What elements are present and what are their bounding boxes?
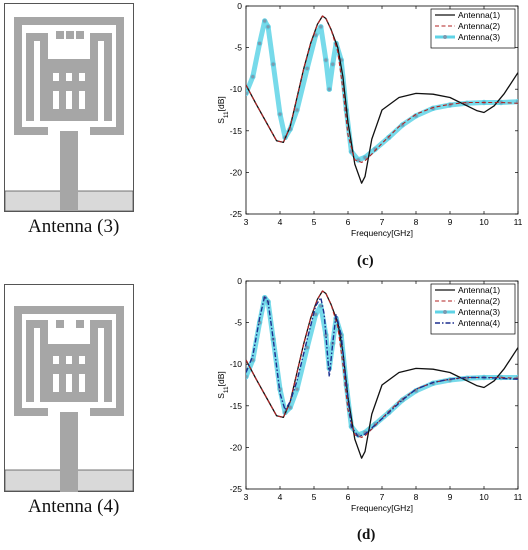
y-tick-label: -20 xyxy=(230,442,243,452)
x-tick-label: 5 xyxy=(312,492,317,502)
x-tick-label: 3 xyxy=(244,492,249,502)
series-3-marker xyxy=(294,386,300,392)
x-tick-label: 7 xyxy=(380,217,385,227)
legend-box xyxy=(430,283,516,335)
y-tick-label: -5 xyxy=(234,318,242,328)
series-line-3 xyxy=(246,295,518,438)
x-tick-label: 8 xyxy=(414,492,419,502)
series-3-marker xyxy=(304,65,310,72)
legend-label-1: Antenna(1) xyxy=(458,10,500,20)
series-group xyxy=(246,15,518,184)
panel-label-d: (d) xyxy=(357,527,376,543)
series-3-marker xyxy=(447,102,453,108)
series-line-2 xyxy=(246,290,518,438)
x-tick-label: 8 xyxy=(414,217,419,227)
series-3-marker xyxy=(246,90,249,97)
series-3-marker xyxy=(323,57,329,63)
y-tick-label: -5 xyxy=(234,43,242,53)
legend-label-1: Antenna(1) xyxy=(458,285,500,295)
y-tick-label: -10 xyxy=(230,84,243,94)
x-tick-label: 11 xyxy=(514,492,523,502)
antenna-4-caption: Antenna (4) xyxy=(28,496,120,517)
x-tick-label: 10 xyxy=(479,217,489,227)
legend-marker xyxy=(443,35,447,39)
x-axis-label: Frequency[GHz] xyxy=(351,503,413,513)
series-3-marker xyxy=(326,86,333,92)
panel-label-c: (c) xyxy=(357,253,374,269)
y-tick-label: -25 xyxy=(230,209,243,219)
x-tick-label: 4 xyxy=(278,217,283,227)
x-tick-label: 4 xyxy=(278,492,283,502)
series-line-4 xyxy=(246,295,518,438)
y-axis-label: S11[dB] xyxy=(216,371,230,399)
legend-marker xyxy=(443,310,447,314)
chart-d: 3 4 5 6 7 8 9 10 11 0 -5 -10 -15 -20 -25 Frequency[GHz]… xyxy=(216,276,523,513)
x-axis-label: Frequency[GHz] xyxy=(351,228,413,238)
series-3-marker xyxy=(362,154,368,161)
y-tick-label: -15 xyxy=(230,401,243,411)
radiator-pattern xyxy=(14,306,124,492)
legend-label-3: Antenna(3) xyxy=(458,32,500,42)
series-3-marker xyxy=(265,24,271,30)
x-tick-label: 7 xyxy=(380,492,385,502)
series-group xyxy=(246,290,518,459)
series-3-marker xyxy=(386,134,392,141)
series-3-marker xyxy=(372,146,378,152)
series-line-3 xyxy=(246,18,518,163)
y-axis-label: S11[dB] xyxy=(216,96,230,124)
radiator-pattern xyxy=(14,17,124,211)
series-line-2 xyxy=(246,15,518,163)
y-tick-label: 0 xyxy=(237,276,242,286)
series-3-marker xyxy=(330,61,336,67)
series-3-marker xyxy=(270,61,276,67)
antenna-3-caption: Antenna (3) xyxy=(28,216,120,237)
series-3-marker xyxy=(262,18,268,24)
series-3-marker xyxy=(250,74,256,80)
y-tick-label: -25 xyxy=(230,484,243,494)
series-3-marker xyxy=(318,24,324,30)
x-tick-label: 6 xyxy=(346,217,351,227)
y-tick-label: -15 xyxy=(230,126,243,136)
x-tick-label: 11 xyxy=(514,217,523,227)
series-3-marker xyxy=(277,111,283,117)
x-tick-label: 3 xyxy=(244,217,249,227)
y-tick-label: -20 xyxy=(230,167,243,177)
series-3-marker xyxy=(256,40,263,47)
legend-box xyxy=(430,8,516,49)
x-tick-label: 9 xyxy=(448,217,453,227)
y-tick-label: -10 xyxy=(230,359,243,369)
legend-label-2: Antenna(2) xyxy=(458,21,500,31)
antenna-3-drawing xyxy=(4,3,134,212)
radiator-slots xyxy=(53,356,85,392)
antenna-4-drawing xyxy=(4,284,134,492)
series-3-marker xyxy=(294,107,300,113)
legend-label-4: Antenna(4) xyxy=(458,318,500,328)
x-tick-label: 10 xyxy=(479,492,489,502)
series-3-marker xyxy=(246,373,249,380)
radiator-slots xyxy=(53,73,85,109)
x-tick-label: 9 xyxy=(448,492,453,502)
x-tick-label: 6 xyxy=(346,492,351,502)
legend-label-2: Antenna(2) xyxy=(458,296,500,306)
y-tick-label: 0 xyxy=(237,1,242,11)
legend-label-3: Antenna(3) xyxy=(458,307,500,317)
x-tick-label: 5 xyxy=(312,217,317,227)
chart-c: 3 4 5 6 7 8 9 10 11 0 -5 -10 -15 -20 -25 Frequency[GHz]… xyxy=(216,1,523,238)
